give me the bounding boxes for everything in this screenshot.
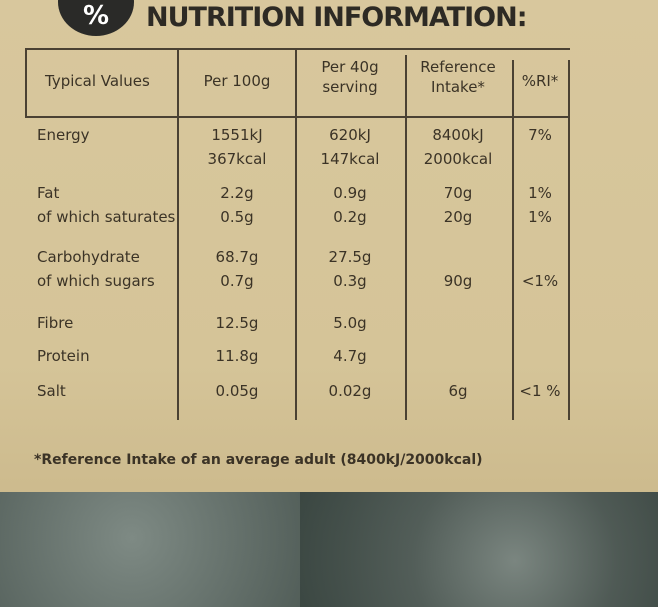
- cell-value: 68.7g: [215, 248, 259, 266]
- column-header: serving: [322, 78, 378, 96]
- row-label: Protein: [37, 347, 90, 365]
- cell-value: 20g: [443, 208, 473, 226]
- cell-value: 5.0g: [333, 314, 367, 332]
- row-label: Fat: [37, 184, 60, 202]
- column-rule: [568, 60, 570, 420]
- cell-value: 70g: [443, 184, 473, 202]
- cell-value: 4.7g: [333, 347, 367, 365]
- title: NUTRITION INFORMATION:: [146, 2, 527, 33]
- countertop: [300, 492, 658, 607]
- cell-value: 27.5g: [328, 248, 372, 266]
- row-label: Energy: [37, 126, 90, 144]
- cell-value: 620kJ: [329, 126, 371, 144]
- column-header: Intake*: [431, 78, 485, 96]
- column-header: Reference: [420, 58, 496, 76]
- cell-value: 0.05g: [215, 382, 259, 400]
- column-rule: [405, 55, 407, 420]
- column-rule: [512, 60, 514, 420]
- footnote: *Reference Intake of an average adult (8…: [34, 452, 483, 468]
- header-rule: [25, 116, 570, 118]
- row-label: Salt: [37, 382, 66, 400]
- cell-value: 8400kJ: [432, 126, 484, 144]
- cell-value: 0.2g: [333, 208, 367, 226]
- cell-value: 1%: [528, 184, 552, 202]
- cell-value: 0.3g: [333, 272, 367, 290]
- row-label: Fibre: [37, 314, 74, 332]
- row-label: Carbohydrate: [37, 248, 140, 266]
- cell-value: <1 %: [519, 382, 561, 400]
- cell-value: 0.02g: [328, 382, 372, 400]
- cell-value: 1%: [528, 208, 552, 226]
- cell-value: 2000kcal: [423, 150, 493, 168]
- column-header: Typical Values: [45, 72, 150, 90]
- column-header: Per 40g: [321, 58, 379, 76]
- percent-icon: %: [58, 0, 134, 36]
- table-border: [25, 48, 570, 50]
- cell-value: 11.8g: [215, 347, 259, 365]
- column-header: Per 100g: [203, 72, 271, 90]
- column-rule: [177, 48, 179, 420]
- column-rule: [295, 48, 297, 420]
- cell-value: 0.5g: [220, 208, 254, 226]
- row-label: of which sugars: [37, 272, 155, 290]
- cell-value: 2.2g: [220, 184, 254, 202]
- cell-value: <1%: [521, 272, 559, 290]
- cell-value: 12.5g: [215, 314, 259, 332]
- cell-value: 147kcal: [320, 150, 380, 168]
- cell-value: 1551kJ: [211, 126, 263, 144]
- cell-value: 367kcal: [207, 150, 267, 168]
- cell-value: 6g: [448, 382, 468, 400]
- cell-value: 90g: [443, 272, 473, 290]
- row-label: of which saturates: [37, 208, 176, 226]
- cell-value: 7%: [528, 126, 552, 144]
- cell-value: 0.7g: [220, 272, 254, 290]
- cell-value: 0.9g: [333, 184, 367, 202]
- column-header: %RI*: [521, 72, 559, 90]
- table-border: [25, 48, 27, 118]
